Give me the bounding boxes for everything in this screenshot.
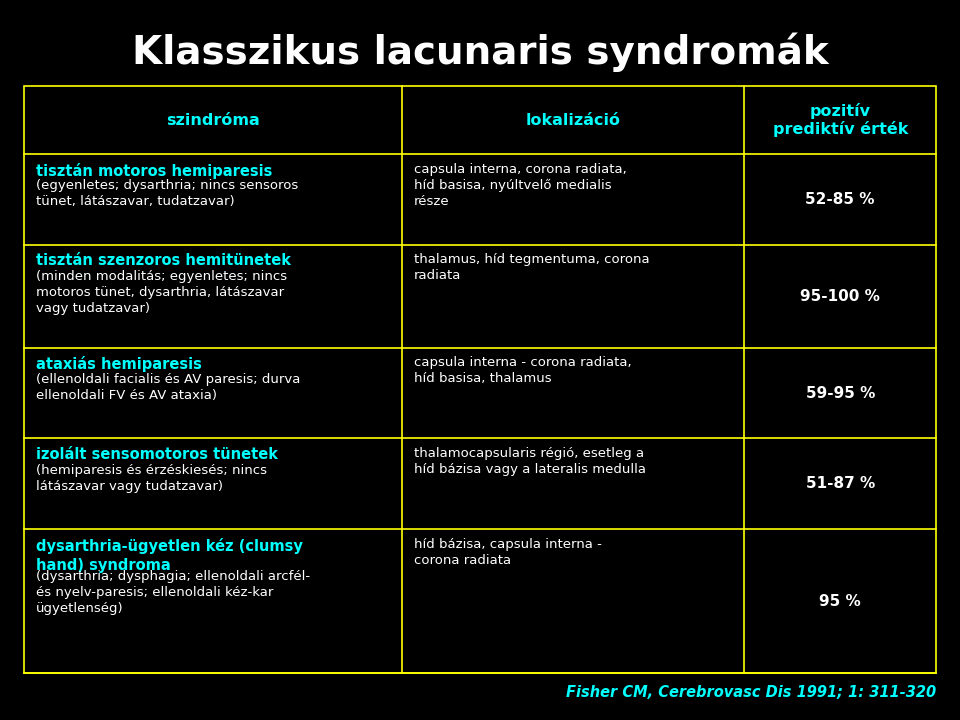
Text: 51-87 %: 51-87 % — [805, 477, 875, 492]
Text: (ellenoldali facialis és AV paresis; durva
ellenoldali FV és AV ataxia): (ellenoldali facialis és AV paresis; dur… — [36, 373, 300, 402]
Text: (minden modalitás; egyenletes; nincs
motoros tünet, dysarthria, látászavar
vagy : (minden modalitás; egyenletes; nincs mot… — [36, 270, 287, 315]
Text: tisztán szenzoros hemitünetek: tisztán szenzoros hemitünetek — [36, 253, 291, 269]
Text: ataxiás hemiparesis: ataxiás hemiparesis — [36, 356, 202, 372]
Text: capsula interna, corona radiata,
híd basisa, nyúltvelő medialis
része: capsula interna, corona radiata, híd bas… — [414, 163, 627, 208]
Text: thalamus, híd tegmentuma, corona
radiata: thalamus, híd tegmentuma, corona radiata — [414, 253, 650, 282]
Text: híd bázisa, capsula interna -
corona radiata: híd bázisa, capsula interna - corona rad… — [414, 538, 602, 567]
Text: (dysarthria; dysphagia; ellenoldali arcfél-
és nyelv-paresis; ellenoldali kéz-ka: (dysarthria; dysphagia; ellenoldali arcf… — [36, 570, 310, 615]
Text: lokalizáció: lokalizáció — [526, 112, 621, 127]
Text: izolált sensomotoros tünetek: izolált sensomotoros tünetek — [36, 447, 277, 462]
Text: Klasszikus lacunaris syndromák: Klasszikus lacunaris syndromák — [132, 32, 828, 72]
Text: 52-85 %: 52-85 % — [805, 192, 875, 207]
Text: 95 %: 95 % — [820, 594, 861, 609]
Text: Fisher CM, Cerebrovasc Dis 1991; 1: 311-320: Fisher CM, Cerebrovasc Dis 1991; 1: 311-… — [565, 685, 936, 700]
Text: capsula interna - corona radiata,
híd basisa, thalamus: capsula interna - corona radiata, híd ba… — [414, 356, 632, 385]
Text: (egyenletes; dysarthria; nincs sensoros
tünet, látászavar, tudatzavar): (egyenletes; dysarthria; nincs sensoros … — [36, 179, 298, 208]
Text: pozitív
prediktív érték: pozitív prediktív érték — [773, 103, 908, 138]
Text: szindróma: szindróma — [166, 112, 260, 127]
Text: 59-95 %: 59-95 % — [805, 385, 875, 400]
Text: (hemiparesis és érzéskiesés; nincs
látászavar vagy tudatzavar): (hemiparesis és érzéskiesés; nincs látás… — [36, 464, 267, 493]
Text: dysarthria-ügyetlen kéz (clumsy
hand) syndroma: dysarthria-ügyetlen kéz (clumsy hand) sy… — [36, 538, 302, 572]
Text: 95-100 %: 95-100 % — [801, 289, 880, 304]
Bar — [24, 86, 936, 673]
Text: tisztán motoros hemiparesis: tisztán motoros hemiparesis — [36, 163, 272, 179]
Text: thalamocapsularis régió, esetleg a
híd bázisa vagy a lateralis medulla: thalamocapsularis régió, esetleg a híd b… — [414, 447, 646, 476]
